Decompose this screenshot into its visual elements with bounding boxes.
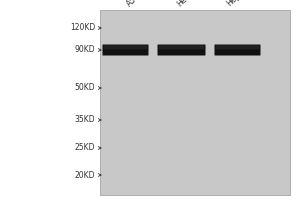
FancyBboxPatch shape [159, 45, 204, 49]
Text: 90KD: 90KD [74, 46, 95, 54]
Bar [100, 10, 290, 195]
FancyBboxPatch shape [104, 45, 147, 49]
Text: HepG2: HepG2 [225, 0, 250, 8]
Text: 50KD: 50KD [74, 84, 95, 92]
FancyBboxPatch shape [216, 45, 259, 49]
Text: He1a: He1a [175, 0, 195, 8]
FancyBboxPatch shape [158, 45, 206, 55]
Text: 35KD: 35KD [74, 116, 95, 124]
FancyBboxPatch shape [103, 45, 148, 55]
Text: 20KD: 20KD [74, 170, 95, 180]
Text: 120KD: 120KD [70, 23, 95, 32]
FancyBboxPatch shape [214, 45, 260, 55]
Text: 25KD: 25KD [74, 144, 95, 152]
Text: A549: A549 [125, 0, 146, 8]
